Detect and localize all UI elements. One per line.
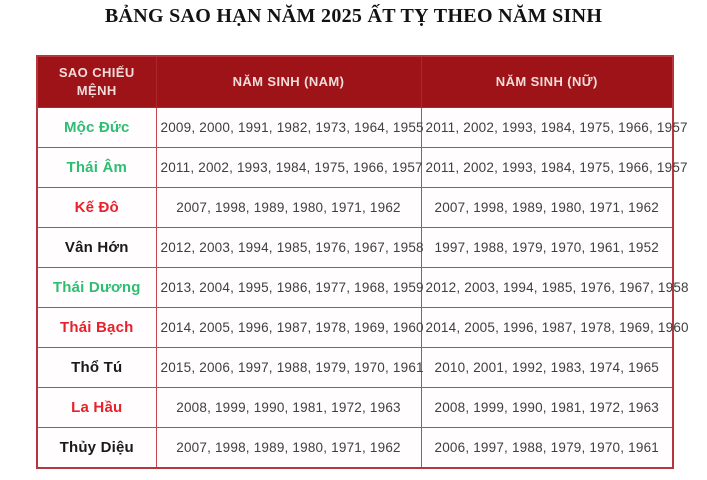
star-name-cell: Thủy Diệu <box>36 427 157 468</box>
table-row: Mộc Đức 2009, 2000, 1991, 1982, 1973, 196… <box>36 107 688 148</box>
table-row: Thổ Tú 2015, 2006, 1997, 1988, 1979, 1970… <box>36 347 674 388</box>
years-nam-cell: 2007, 1998, 1989, 1980, 1971, 1962 <box>155 187 422 228</box>
years-nam-cell: 2007, 1998, 1989, 1980, 1971, 1962 <box>155 427 422 468</box>
years-nam-cell: 2009, 2000, 1991, 1982, 1973, 1964, 1955 <box>155 107 424 148</box>
table-row: Thái Dương 2013, 2004, 1995, 1986, 1977, … <box>36 267 689 308</box>
years-nam-cell: 2008, 1999, 1990, 1981, 1972, 1963 <box>155 387 422 428</box>
table-row: Kế Đô 2007, 1998, 1989, 1980, 1971, 1962 2… <box>36 187 674 228</box>
years-nu-cell: 2010, 2001, 1992, 1983, 1974, 1965 <box>420 347 674 388</box>
years-nu-cell: 2008, 1999, 1990, 1981, 1972, 1963 <box>420 387 674 428</box>
star-name-cell: La Hầu <box>36 387 157 428</box>
header-nam-sinh-nu: NĂM SINH (NỮ) <box>420 55 674 108</box>
years-nu-cell: 2006, 1997, 1988, 1979, 1970, 1961 <box>420 427 674 468</box>
star-name-cell: Thổ Tú <box>36 347 157 388</box>
star-name-cell: Thái Dương <box>36 267 157 308</box>
years-nam-cell: 2012, 2003, 1994, 1985, 1976, 1967, 1958 <box>155 227 424 268</box>
years-nu-cell: 2014, 2005, 1996, 1987, 1978, 1969, 1960 <box>420 307 689 348</box>
years-nu-cell: 2007, 1998, 1989, 1980, 1971, 1962 <box>420 187 674 228</box>
header-nam-sinh-nam: NĂM SINH (NAM) <box>155 55 422 108</box>
years-nam-cell: 2011, 2002, 1993, 1984, 1975, 1966, 1957 <box>155 147 423 188</box>
years-nam-cell: 2015, 2006, 1997, 1988, 1979, 1970, 1961 <box>155 347 424 388</box>
years-nu-cell: 1997, 1988, 1979, 1970, 1961, 1952 <box>420 227 674 268</box>
table-row: La Hầu 2008, 1999, 1990, 1981, 1972, 1963… <box>36 387 674 428</box>
star-name-cell: Vân Hớn <box>36 227 157 268</box>
header-sao-chieu-menh: SAO CHIẾU MỆNH <box>36 55 157 108</box>
table-row: Thủy Diệu 2007, 1998, 1989, 1980, 1971, 1… <box>36 427 674 468</box>
sao-han-table: SAO CHIẾU MỆNH NĂM SINH (NAM) NĂM SINH (… <box>36 55 689 469</box>
years-nam-cell: 2013, 2004, 1995, 1986, 1977, 1968, 1959 <box>155 267 424 308</box>
star-name-cell: Thái Âm <box>36 147 157 188</box>
star-name-cell: Mộc Đức <box>36 107 157 148</box>
header-row: SAO CHIẾU MỆNH NĂM SINH (NAM) NĂM SINH (… <box>36 55 674 108</box>
table-row: Vân Hớn 2012, 2003, 1994, 1985, 1976, 196… <box>36 227 674 268</box>
years-nu-cell: 2011, 2002, 1993, 1984, 1975, 1966, 1957 <box>420 107 688 148</box>
page-title: BẢNG SAO HẠN NĂM 2025 ẤT TỴ THEO NĂM SIN… <box>104 5 603 27</box>
years-nam-cell: 2014, 2005, 1996, 1987, 1978, 1969, 1960 <box>155 307 424 348</box>
star-name-cell: Thái Bạch <box>36 307 157 348</box>
years-nu-cell: 2012, 2003, 1994, 1985, 1976, 1967, 1958 <box>420 267 689 308</box>
table-row: Thái Âm 2011, 2002, 1993, 1984, 1975, 196… <box>36 147 688 188</box>
years-nu-cell: 2011, 2002, 1993, 1984, 1975, 1966, 1957 <box>420 147 688 188</box>
star-name-cell: Kế Đô <box>36 187 157 228</box>
table-row: Thái Bạch 2014, 2005, 1996, 1987, 1978, 1… <box>36 307 689 348</box>
